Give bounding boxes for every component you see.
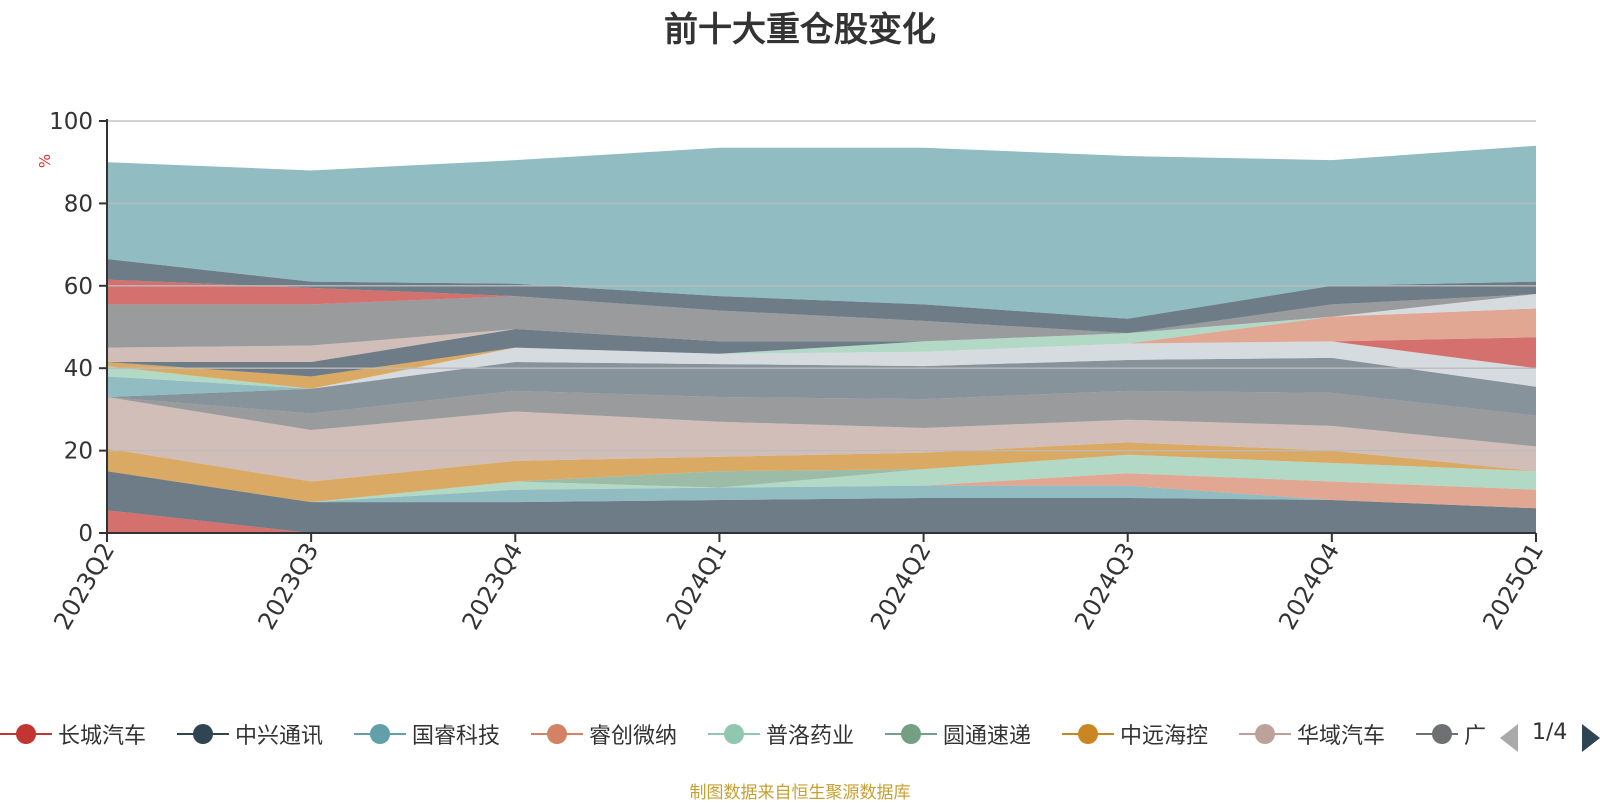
area-series-8: [107, 390, 1536, 447]
source-note: 制图数据来自恒生聚源数据库: [689, 783, 911, 803]
legend-marker-icon: [0, 716, 52, 752]
area-series-12: [107, 337, 1536, 398]
area-series-10: [107, 341, 1536, 398]
x-tick-label: 2023Q3: [252, 538, 324, 634]
legend-item[interactable]: 华域汽车: [1239, 716, 1385, 752]
y-tick-label: 80: [64, 191, 93, 217]
legend-marker-icon: [531, 716, 583, 752]
y-tick-label: 20: [64, 439, 93, 465]
area-series-16: [107, 308, 1536, 377]
legend-marker-icon: [354, 716, 406, 752]
legend-marker-icon: [1062, 716, 1114, 752]
legend-prev-page-icon[interactable]: [1500, 724, 1518, 752]
area-series-9: [107, 357, 1536, 416]
legend-marker-icon: [708, 716, 760, 752]
legend-item[interactable]: 长城汽车: [0, 716, 146, 752]
y-axis-label: %: [36, 154, 54, 168]
y-tick-label: 0: [78, 521, 93, 547]
legend-marker-icon: [1416, 716, 1458, 752]
area-series-1: [107, 471, 1536, 533]
area-series-3: [107, 471, 1536, 509]
legend-label: 中远海控: [1120, 724, 1209, 749]
area-series-14: [107, 308, 1536, 389]
legend-item[interactable]: 睿创微纳: [531, 716, 677, 752]
chart-plot: 0 20 40 60 80 100% 2023Q2 2023Q3 2023Q4 2024Q1 202…: [36, 109, 1549, 634]
x-tick-label: 2024Q4: [1273, 538, 1345, 634]
chart-title: 前十大重仓股变化: [664, 10, 936, 50]
legend-item[interactable]: 圆通速递: [885, 716, 1031, 752]
legend-marker-icon: [1239, 716, 1291, 752]
legend-item[interactable]: 广: [1416, 716, 1486, 752]
area-series-17: [107, 308, 1536, 363]
y-tick-label: 100: [49, 109, 93, 135]
legend-label: 中兴通讯: [235, 724, 324, 749]
y-tick-label: 60: [64, 274, 93, 300]
area-series-13: [107, 308, 1536, 389]
legend-label: 国睿科技: [412, 724, 501, 749]
legend-pager: 1/4: [1500, 718, 1600, 754]
area-series-22: [107, 145, 1536, 319]
legend-marker-icon: [885, 716, 937, 752]
legend-item[interactable]: 中兴通讯: [177, 716, 323, 752]
legend-label: 普洛药业: [766, 724, 855, 749]
area-series-2: [107, 471, 1536, 509]
legend-marker-icon: [177, 716, 229, 752]
x-tick-label: 2023Q4: [457, 538, 529, 634]
legend-item[interactable]: 普洛药业: [708, 716, 854, 752]
area-series-11: [107, 337, 1536, 398]
area-series-15: [107, 308, 1536, 389]
area-series-19: [107, 294, 1536, 348]
area-series-21: [107, 259, 1536, 334]
legend-label: 长城汽车: [58, 724, 147, 749]
legend-page-indicator: 1/4: [1532, 720, 1568, 745]
legend-item[interactable]: 国睿科技: [354, 716, 500, 752]
legend-label: 圆通速递: [943, 724, 1032, 749]
legend-label: 广: [1463, 724, 1486, 749]
legend-label: 华域汽车: [1297, 724, 1386, 749]
x-tick-label: 2023Q2: [48, 538, 120, 634]
x-tick-label: 2024Q1: [661, 538, 733, 634]
x-tick-label: 2024Q3: [1069, 538, 1141, 634]
legend-label: 睿创微纳: [589, 724, 678, 749]
legend: 长城汽车 中兴通讯 国睿科技 睿创微纳 普洛药业 圆通速递 中远海控 华域汽车 广: [0, 716, 1600, 752]
area-series-0: [107, 510, 1536, 533]
area-series-5: [107, 454, 1536, 503]
legend-item[interactable]: 中远海控: [1062, 716, 1208, 752]
legend-next-page-icon[interactable]: [1582, 724, 1600, 752]
y-tick-label: 40: [64, 356, 93, 382]
x-tick-label: 2024Q2: [865, 538, 937, 634]
x-tick-label: 2025Q1: [1477, 538, 1549, 634]
area-series-7: [107, 397, 1536, 482]
